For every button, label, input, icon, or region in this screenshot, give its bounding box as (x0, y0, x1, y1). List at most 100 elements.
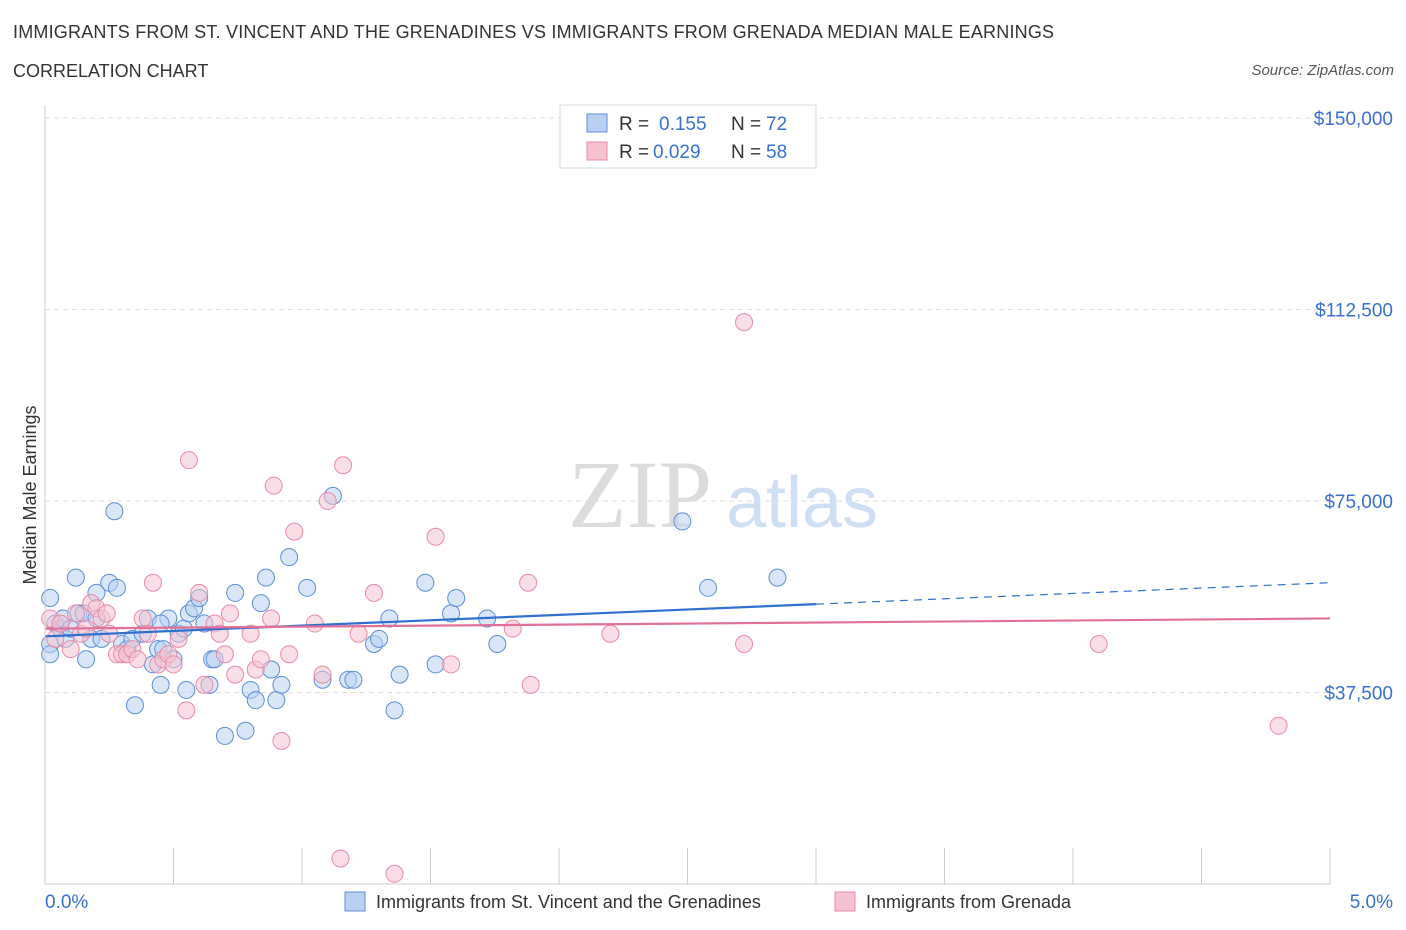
legend-r-value-blue: 0.155 (659, 114, 707, 135)
data-point-pink (97, 604, 116, 623)
data-point-pink (241, 624, 260, 643)
trend-line-blue (44, 603, 817, 638)
data-point-blue (105, 502, 124, 521)
bottom-legend-label-blue: Immigrants from St. Vincent and the Gren… (376, 892, 761, 912)
top-legend: R = 0.155 N = 72 R = 0.029 N = 58 (559, 104, 817, 169)
data-point-pink (305, 614, 324, 633)
bottom-legend-swatch-blue (344, 891, 366, 912)
data-point-blue (370, 629, 389, 648)
data-point-blue (66, 568, 85, 587)
legend-r-value-pink: 0.029 (653, 142, 701, 163)
data-point-pink (128, 650, 147, 669)
data-point-blue (41, 589, 60, 608)
data-point-pink (285, 522, 304, 541)
data-point-pink (264, 476, 283, 495)
data-point-pink (179, 451, 198, 470)
data-point-pink (1089, 634, 1108, 653)
watermark-zip: ZIP (568, 441, 712, 548)
data-point-blue (272, 675, 291, 694)
watermark: ZIP atlas (568, 441, 878, 548)
data-point-blue (280, 548, 299, 567)
data-point-pink (735, 634, 754, 653)
legend-n-value-blue: 72 (766, 114, 787, 135)
legend-n-value-pink: 58 (766, 142, 787, 163)
data-point-blue (226, 583, 245, 602)
data-point-pink (318, 492, 337, 510)
data-point-blue (385, 701, 404, 720)
legend-n-label-pink: N = (731, 142, 761, 163)
data-point-blue (699, 578, 718, 597)
data-point-blue (125, 696, 144, 715)
data-point-blue (236, 721, 255, 740)
data-point-blue (107, 578, 126, 597)
source-label: Source: ZipAtlas.com (1251, 62, 1394, 79)
legend-n-label-blue: N = (731, 114, 761, 135)
data-point-pink (262, 609, 281, 628)
data-point-blue (344, 670, 363, 689)
data-point-blue (77, 650, 96, 669)
data-point-blue (673, 512, 692, 531)
legend-swatch-pink (586, 141, 608, 161)
legend-r-label-pink: R = (619, 142, 649, 163)
data-point-blue (768, 568, 787, 587)
x-tick-label: 0.0% (45, 892, 88, 913)
y-tick-label: $75,000 (1324, 492, 1393, 513)
data-point-pink (601, 624, 620, 643)
data-point-pink (138, 624, 157, 643)
legend-swatch-blue (586, 113, 608, 133)
data-point-pink (313, 665, 332, 684)
data-point-pink (735, 313, 754, 332)
data-point-blue (251, 594, 270, 613)
data-point-blue (416, 573, 435, 592)
points-layer (41, 313, 1288, 883)
data-point-pink (519, 573, 538, 592)
data-point-blue (151, 675, 170, 694)
data-point-pink (46, 629, 65, 648)
data-point-pink (521, 675, 540, 694)
data-point-blue (257, 568, 276, 587)
y-tick-label: $112,500 (1315, 301, 1393, 322)
watermark-atlas: atlas (726, 463, 878, 543)
y-tick-label: $37,500 (1324, 684, 1393, 705)
data-point-pink (364, 583, 383, 602)
data-point-blue (488, 634, 507, 653)
data-point-blue (267, 691, 286, 710)
bottom-legend: Immigrants from St. Vincent and the Gren… (344, 891, 1072, 912)
data-point-pink (349, 624, 368, 643)
data-point-blue (426, 655, 445, 674)
trend-line-extension-blue (815, 582, 1331, 605)
chart-title: IMMIGRANTS FROM ST. VINCENT AND THE GREN… (13, 22, 1055, 42)
data-point-pink (164, 655, 183, 674)
data-point-blue (41, 645, 60, 664)
trend-line-pink (44, 617, 1331, 630)
data-point-blue (298, 578, 317, 597)
data-point-pink (334, 456, 353, 475)
bottom-legend-swatch-pink (834, 891, 856, 912)
data-point-pink (169, 629, 188, 648)
data-point-pink (177, 701, 196, 720)
bottom-legend-label-pink: Immigrants from Grenada (866, 892, 1072, 912)
data-point-pink (280, 645, 299, 664)
data-point-pink (426, 527, 445, 546)
data-point-pink (61, 640, 80, 659)
data-point-pink (503, 619, 522, 638)
data-point-pink (133, 609, 152, 628)
data-point-blue (447, 589, 466, 608)
legend-r-label-blue: R = (619, 114, 649, 135)
data-point-pink (226, 665, 245, 684)
data-point-blue (177, 680, 196, 699)
y-axis-label: Median Male Earnings (20, 405, 40, 584)
data-point-pink (331, 849, 350, 868)
data-point-pink (442, 655, 461, 674)
data-point-pink (66, 604, 85, 623)
data-point-pink (195, 675, 214, 694)
data-point-pink (272, 732, 291, 751)
data-point-pink (221, 604, 240, 623)
data-point-blue (390, 665, 409, 684)
data-point-pink (251, 650, 270, 669)
axis-layer: $37,500 $75,000 $112,500 $150,000 0.0% 5.0% (44, 105, 1393, 913)
chart-subtitle: CORRELATION CHART (13, 61, 209, 81)
data-point-pink (143, 573, 162, 592)
data-point-blue (215, 726, 234, 745)
